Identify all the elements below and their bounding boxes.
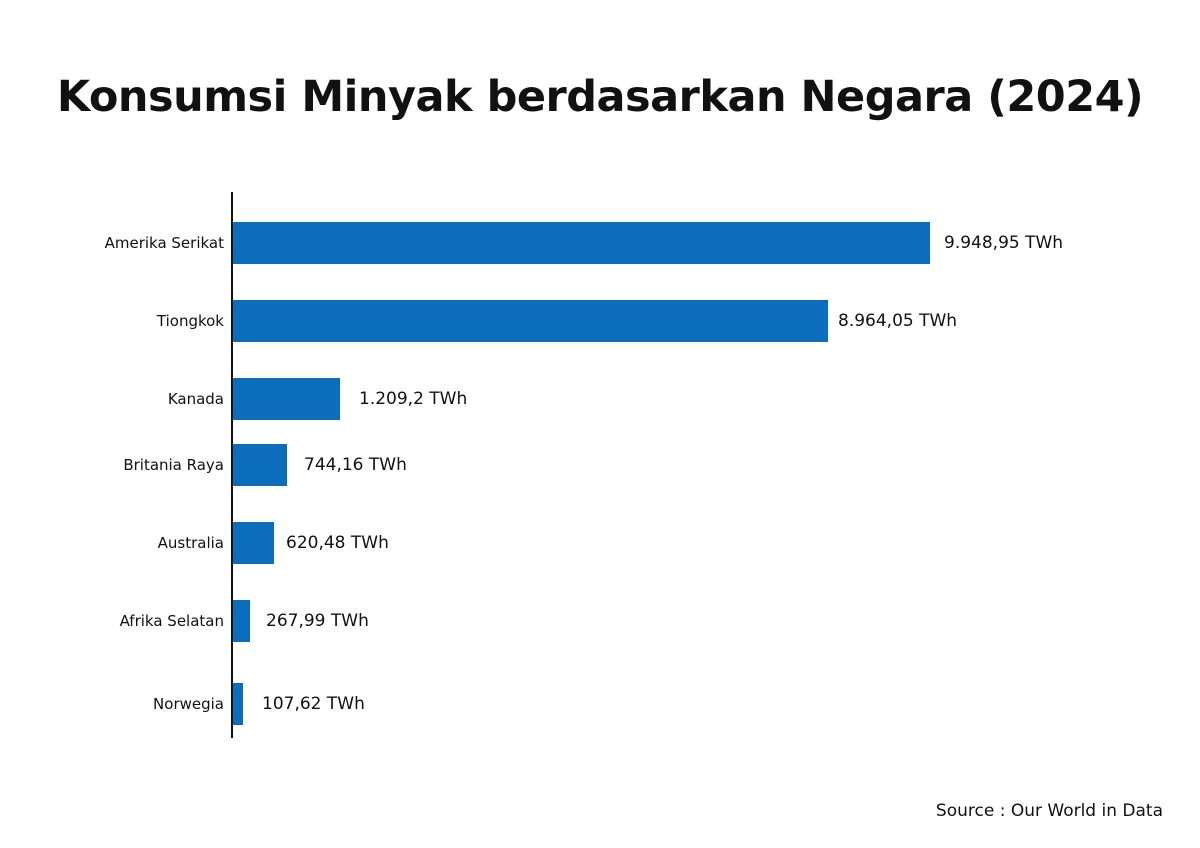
category-label: Britania Raya [123,456,224,474]
bar [233,378,340,420]
bar-row-britania-raya: Britania Raya 744,16 TWh [0,444,1200,486]
bar-row-tiongkok: Tiongkok 8.964,05 TWh [0,300,1200,342]
bar-row-amerika-serikat: Amerika Serikat 9.948,95 TWh [0,222,1200,264]
bar [233,683,243,725]
category-label: Tiongkok [156,312,224,330]
bar-row-australia: Australia 620,48 TWh [0,522,1200,564]
bar [233,444,287,486]
bar [233,522,274,564]
value-label: 267,99 TWh [266,611,369,631]
value-label: 744,16 TWh [304,455,407,475]
value-label: 1.209,2 TWh [359,389,468,409]
value-label: 620,48 TWh [286,533,389,553]
y-axis-line [231,192,233,738]
value-label: 8.964,05 TWh [838,311,958,331]
value-label: 9.948,95 TWh [944,233,1064,253]
bar-row-afrika-selatan: Afrika Selatan 267,99 TWh [0,600,1200,642]
value-label: 107,62 TWh [262,694,365,714]
category-label: Amerika Serikat [104,234,224,252]
bar [233,222,930,264]
bar [233,300,828,342]
category-label: Afrika Selatan [119,612,224,630]
bar-row-kanada: Kanada 1.209,2 TWh [0,378,1200,420]
source-note: Source : Our World in Data [935,801,1163,821]
category-label: Norwegia [153,695,224,713]
chart-title: Konsumsi Minyak berdasarkan Negara (2024… [56,72,1144,122]
category-label: Kanada [167,390,224,408]
category-label: Australia [157,534,224,552]
bar-row-norwegia: Norwegia 107,62 TWh [0,683,1200,725]
bar [233,600,250,642]
